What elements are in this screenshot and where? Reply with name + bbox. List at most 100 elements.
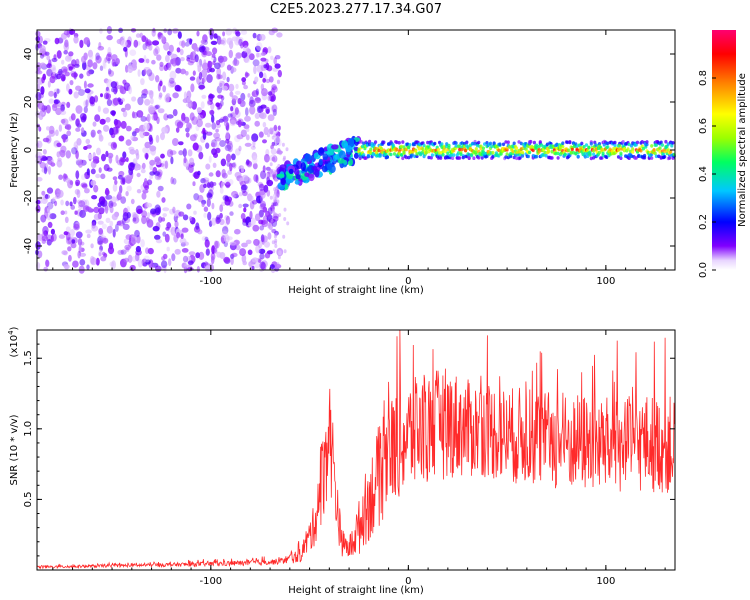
carrier-mark (618, 147, 622, 151)
noise-blob (201, 94, 207, 99)
noise-blob (277, 125, 281, 131)
noise-blob (276, 32, 283, 38)
carrier-mark (613, 143, 617, 147)
noise-blob (252, 224, 260, 232)
noise-blob (39, 45, 46, 54)
noise-blob (78, 89, 85, 96)
noise-blob (274, 135, 281, 144)
noise-blob (115, 223, 119, 232)
noise-blob (125, 139, 132, 146)
noise-blob (267, 95, 271, 102)
noise-blob (274, 232, 278, 237)
noise-blob (99, 245, 103, 251)
y-tick-label: 20 (23, 96, 34, 109)
noise-blob (117, 191, 122, 200)
carrier-mark (404, 147, 408, 152)
noise-blob (46, 55, 51, 61)
noise-blob (122, 223, 130, 230)
noise-blob (241, 77, 247, 83)
snr-y-axis-title: SNR (10 * v/v) (9, 414, 20, 485)
snr-y-multiplier: (x104) (7, 326, 20, 357)
noise-blob (117, 249, 124, 255)
carrier-mark (479, 146, 483, 151)
noise-blob (163, 28, 167, 33)
noise-blob (196, 266, 200, 273)
noise-blob (215, 128, 219, 133)
noise-blob (36, 83, 41, 91)
noise-blob (117, 220, 125, 227)
noise-blob (86, 144, 92, 149)
noise-blob (201, 69, 208, 78)
noise-blob (120, 39, 128, 48)
noise-blob (83, 37, 90, 45)
noise-blob (45, 259, 49, 267)
noise-blob (258, 131, 264, 138)
noise-blob (75, 118, 81, 127)
noise-blob (56, 189, 64, 198)
noise-blob (270, 218, 274, 223)
carrier-mark (550, 156, 554, 160)
carrier-mark (629, 144, 634, 148)
noise-blob (91, 195, 98, 200)
noise-blob (41, 230, 47, 240)
noise-blob (152, 40, 160, 46)
noise-blob (49, 75, 56, 84)
carrier-mark (645, 140, 649, 144)
noise-blob (37, 102, 45, 110)
track-blob (326, 162, 332, 171)
carrier-mark (622, 147, 627, 151)
carrier-mark (519, 147, 523, 151)
carrier-mark (366, 153, 370, 158)
carrier-mark (389, 152, 393, 157)
noise-blob (189, 38, 193, 45)
noise-blob (106, 225, 113, 234)
noise-blob (135, 152, 140, 160)
noise-blob (205, 163, 211, 170)
noise-blob (243, 124, 250, 130)
noise-blob (58, 234, 65, 239)
noise-blob (155, 239, 163, 244)
noise-blob (125, 191, 129, 197)
noise-blob (246, 159, 250, 166)
noise-blob (169, 81, 177, 88)
noise-blob (254, 120, 260, 127)
noise-blob (247, 249, 253, 256)
heatmap-x-ticks: -100 0 100 (52, 30, 666, 287)
noise-blob (103, 61, 107, 70)
noise-blob (178, 141, 184, 146)
track-blob (345, 145, 352, 153)
noise-blob (181, 227, 189, 233)
noise-blob (155, 134, 160, 143)
noise-blob (192, 142, 199, 151)
noise-blob (232, 162, 237, 169)
noise-blob (169, 58, 175, 65)
noise-blob (215, 102, 220, 107)
carrier-mark (570, 147, 574, 152)
carrier-mark (550, 149, 554, 154)
noise-blob (200, 101, 205, 109)
noise-blob (198, 151, 204, 160)
carrier-mark (456, 151, 461, 155)
track-blob (308, 173, 315, 182)
noise-blob (139, 129, 146, 139)
noise-blob (217, 94, 224, 99)
noise-blob (146, 69, 153, 77)
noise-blob (125, 157, 129, 163)
noise-blob (226, 76, 230, 83)
noise-blob (248, 261, 253, 267)
noise-blob (103, 92, 109, 100)
noise-blob (60, 32, 68, 40)
noise-blob (38, 111, 44, 121)
noise-blob (180, 68, 186, 75)
noise-blob (248, 53, 255, 61)
carrier-mark (626, 147, 630, 151)
colorbar-tick-label: 0.0 (698, 262, 709, 278)
carrier-mark (371, 152, 375, 157)
noise-blob (214, 240, 220, 249)
noise-blob (258, 183, 265, 192)
noise-blob (180, 233, 184, 239)
noise-blob (189, 112, 195, 121)
noise-blob (239, 248, 247, 257)
noise-blob (149, 174, 154, 180)
noise-blob (43, 266, 48, 272)
